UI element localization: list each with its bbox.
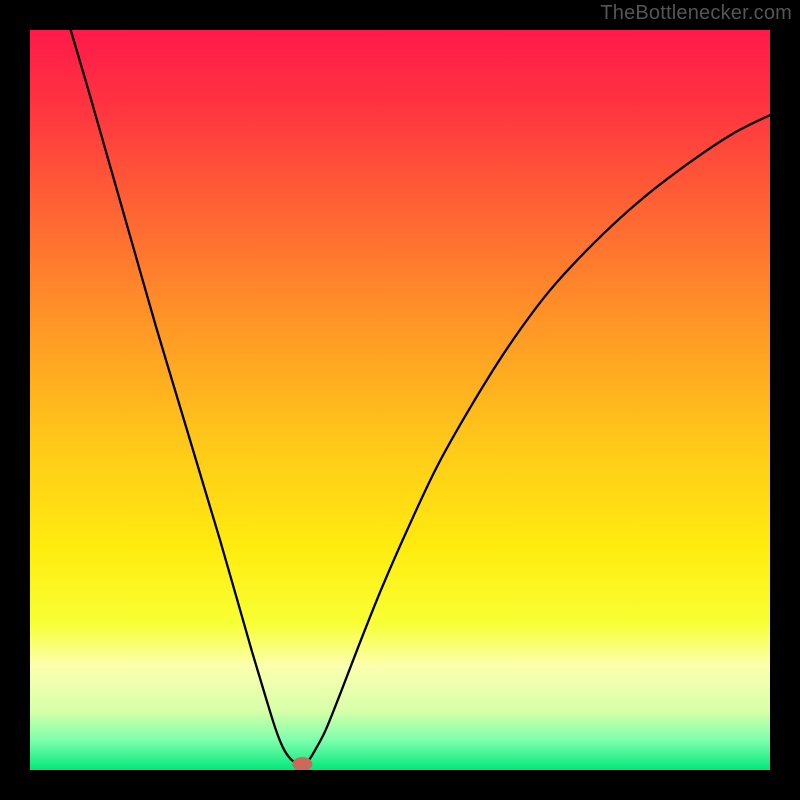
minimum-marker <box>292 757 312 771</box>
chart-root: TheBottlenecker.com <box>0 0 800 800</box>
watermark-text: TheBottlenecker.com <box>600 2 792 25</box>
bottleneck-chart <box>0 0 800 800</box>
gradient-background <box>30 30 770 770</box>
